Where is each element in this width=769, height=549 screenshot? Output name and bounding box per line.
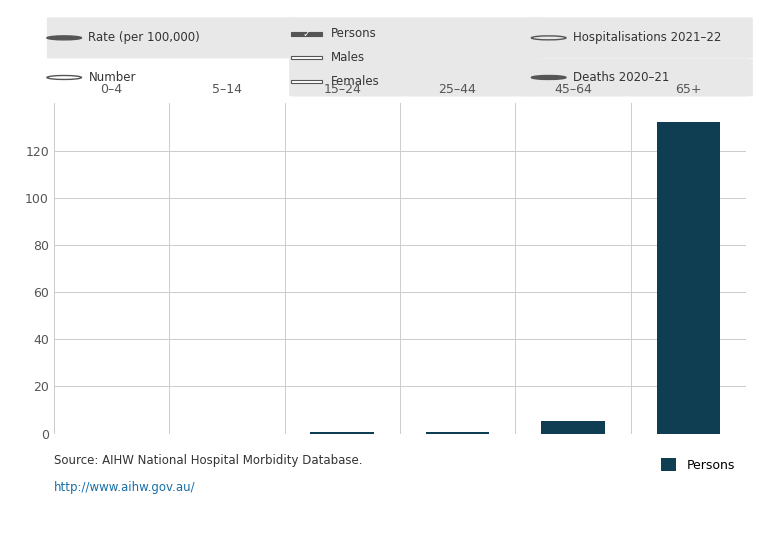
Text: ✓: ✓: [302, 29, 311, 39]
Text: Persons: Persons: [331, 27, 376, 41]
Text: http://www.aihw.gov.au/: http://www.aihw.gov.au/: [54, 481, 195, 494]
Text: Males: Males: [331, 51, 365, 64]
FancyBboxPatch shape: [531, 17, 753, 58]
FancyBboxPatch shape: [291, 32, 321, 36]
Text: Deaths 2020–21: Deaths 2020–21: [573, 71, 669, 84]
Bar: [657, 122, 720, 434]
Text: Hospitalisations 2021–22: Hospitalisations 2021–22: [573, 31, 721, 44]
Bar: [426, 432, 489, 434]
Circle shape: [531, 76, 566, 80]
Text: Source: AIHW National Hospital Morbidity Database.: Source: AIHW National Hospital Morbidity…: [54, 455, 362, 468]
Bar: [541, 421, 604, 434]
Legend: Persons: Persons: [656, 453, 740, 477]
FancyBboxPatch shape: [289, 17, 538, 97]
FancyBboxPatch shape: [47, 17, 296, 58]
Text: Number: Number: [88, 71, 136, 84]
FancyBboxPatch shape: [291, 56, 321, 59]
FancyBboxPatch shape: [291, 80, 321, 83]
Text: Rate (per 100,000): Rate (per 100,000): [88, 31, 200, 44]
Text: Females: Females: [331, 75, 379, 88]
FancyBboxPatch shape: [531, 58, 753, 97]
Circle shape: [47, 36, 82, 40]
Bar: [311, 433, 374, 434]
